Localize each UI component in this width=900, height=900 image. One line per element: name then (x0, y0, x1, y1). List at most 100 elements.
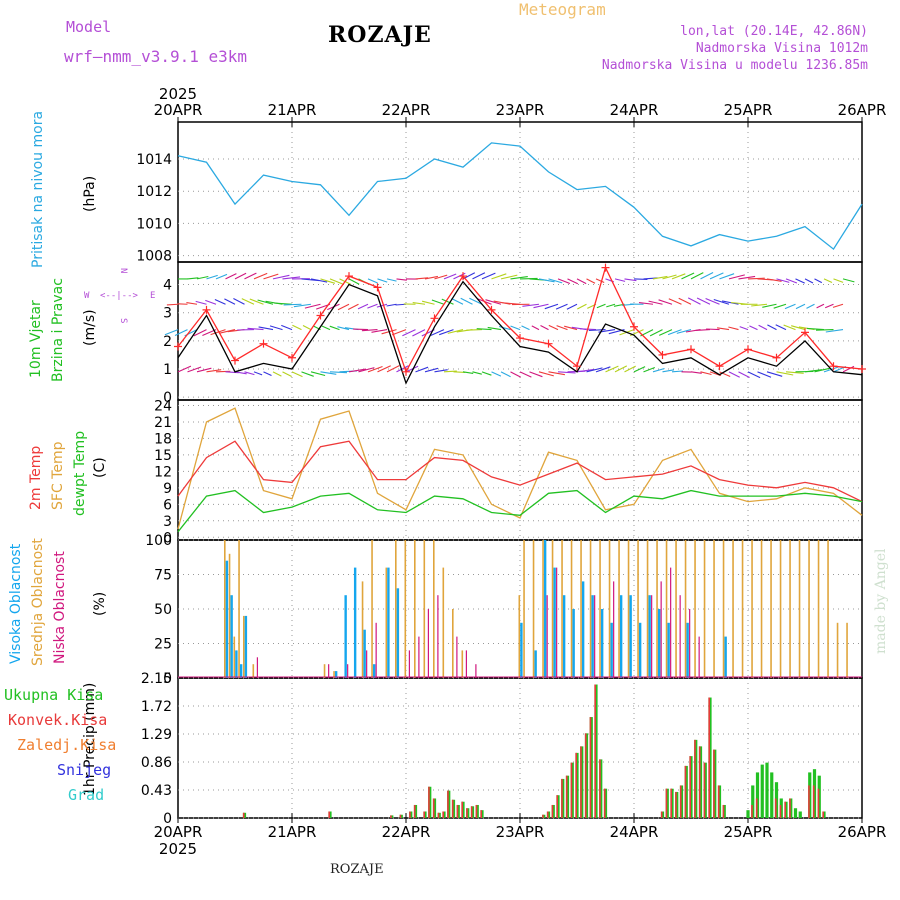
wind-arrow (500, 274, 518, 280)
wind-gust-marker (801, 328, 809, 337)
cloud-mid-bar (323, 664, 326, 678)
cloud-low-bar (328, 664, 330, 678)
precip-conv-bar (428, 786, 430, 818)
wind-arrow (586, 278, 596, 284)
cloud-mid-bar (561, 540, 563, 678)
wind-arrow (510, 371, 521, 378)
precip-conv-bar (694, 739, 696, 818)
cloud-low-bar (670, 567, 672, 678)
precip-total-bar (755, 772, 760, 818)
wind-arrow (538, 278, 555, 283)
cloud-low-bar (418, 636, 420, 678)
cloud-mid-bar (656, 540, 658, 678)
cloud-low-bar (651, 595, 653, 678)
wind-arrow (785, 371, 804, 374)
wind-arrow (775, 324, 787, 331)
temp2m-series (177, 440, 863, 503)
wind-arrow (310, 371, 326, 377)
precip-conv-bar (722, 804, 725, 818)
model-name: wrf—nmm_v3.9.1 e3km (64, 47, 248, 66)
precip-conv-bar (423, 811, 425, 818)
bottom-time-label: 21APR (268, 823, 317, 841)
wind-arrow (396, 278, 407, 281)
wind-arrow (576, 278, 587, 285)
wind-arrow (556, 325, 568, 331)
wind-arrow (249, 298, 264, 305)
cloud-high-bar (638, 622, 642, 678)
cloud-mid-bar (722, 540, 725, 678)
pressure-series (177, 142, 863, 251)
wind-arrow (206, 369, 222, 373)
cloud-high-bar (543, 540, 547, 678)
y-tick-label: 100 (145, 533, 172, 549)
wind-arrow (806, 303, 815, 309)
cloud-high-bar (387, 567, 390, 678)
cloud-high-bar (553, 567, 556, 678)
wind-arrow (320, 278, 336, 284)
y-tick-label: 9 (163, 481, 172, 497)
cloud-mid-bar (433, 540, 435, 678)
precip-conv-bar (546, 811, 549, 818)
cloud-mid-bar (760, 540, 763, 678)
precip-conv-bar (713, 749, 715, 818)
wind-arrow (690, 371, 702, 374)
wind-arrow (614, 365, 628, 373)
wind-arrow (321, 325, 331, 331)
legend-konvek-kisa: Konvek.Kisa (8, 711, 108, 729)
wind-arrow (784, 303, 796, 310)
wind-gust-marker (231, 356, 239, 365)
cloud-high-bar (235, 650, 238, 678)
wind-arrow (234, 272, 247, 280)
wind-arrow (329, 325, 340, 331)
wind-arrow (557, 371, 576, 374)
wind-arrow (282, 276, 301, 280)
cloud-low-bar (698, 636, 700, 678)
wind-arrow (196, 275, 209, 280)
precip-conv-bar (399, 814, 402, 818)
top-time-label: 24APR (610, 101, 659, 119)
y-tick-label: 1012 (136, 184, 172, 200)
wind-gust-marker (345, 272, 353, 281)
cloud-mid-bar (361, 581, 364, 678)
wind-gust-marker (516, 334, 524, 343)
cloud-high-bar (372, 664, 376, 678)
precip-conv-bar (470, 806, 473, 818)
wind-arrow (357, 303, 369, 310)
wind-gust-marker (430, 314, 439, 323)
wind-arrow (785, 278, 798, 284)
precip-conv-bar (751, 804, 753, 818)
wind-arrow (320, 371, 337, 375)
wind-arrow (244, 272, 257, 280)
cloud-high-bar (353, 567, 357, 678)
wind-arrow (247, 327, 264, 331)
cloud-mid-bar (414, 540, 416, 678)
wind-arrow (842, 278, 855, 283)
wind-gust-marker (573, 362, 581, 371)
wind-arrow (709, 272, 724, 280)
wind-arrow (291, 371, 303, 378)
wind-arrow (700, 371, 712, 376)
cloud-low-bar (256, 657, 258, 678)
wind-arrow (272, 371, 282, 377)
precip-conv-bar (808, 785, 810, 818)
wind-arrow (476, 328, 492, 331)
wind-arrow (586, 367, 603, 373)
cloud-mid-bar (371, 540, 373, 678)
precip-conv-bar (603, 788, 606, 818)
location-title: ROZAJE (328, 22, 432, 48)
wind-arrow (412, 329, 426, 337)
wind-arrow (367, 278, 378, 284)
wind-arrow (806, 327, 825, 331)
precip-conv-bar (689, 756, 691, 818)
y-tick-label: 1.29 (141, 727, 172, 743)
wind-arrow (638, 302, 654, 305)
y-tick-label: 0 (163, 530, 172, 546)
wind-arrow (624, 365, 636, 373)
cloud-mid-bar (385, 567, 388, 678)
y-tick-label: 0.43 (141, 783, 172, 799)
wind-arrow (667, 329, 682, 336)
cloud-mid-bar (703, 540, 706, 678)
cloud-high-bar (230, 595, 233, 678)
precip-conv-bar (442, 811, 444, 818)
wind-arrow (244, 371, 255, 376)
